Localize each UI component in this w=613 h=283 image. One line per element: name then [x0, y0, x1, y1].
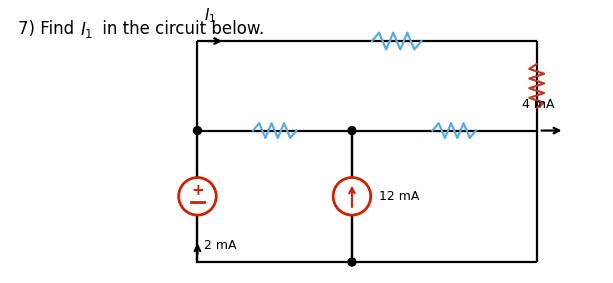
Text: in the circuit below.: in the circuit below.	[97, 20, 265, 38]
Text: $I_1$: $I_1$	[204, 7, 216, 25]
Circle shape	[178, 177, 216, 215]
Text: 4 mA: 4 mA	[522, 98, 554, 111]
Text: +: +	[191, 183, 204, 198]
Text: 12 mA: 12 mA	[379, 190, 419, 203]
Text: 7) Find: 7) Find	[18, 20, 80, 38]
Circle shape	[194, 127, 202, 134]
Circle shape	[348, 258, 356, 266]
Text: 2 mA: 2 mA	[204, 239, 237, 252]
Text: $I_1$: $I_1$	[80, 20, 93, 40]
Circle shape	[348, 127, 356, 134]
Circle shape	[333, 177, 371, 215]
